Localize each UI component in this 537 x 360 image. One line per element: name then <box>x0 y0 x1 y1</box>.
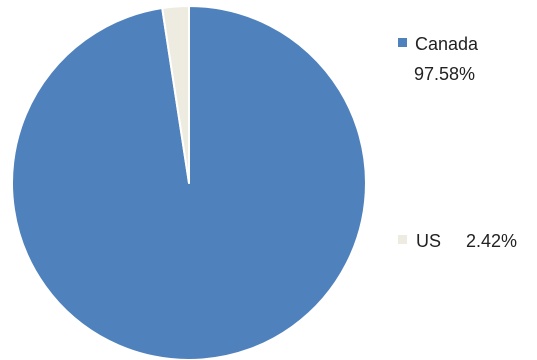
legend-entry-us: US 2.42% <box>398 231 517 251</box>
legend-label-canada: Canada <box>415 34 479 54</box>
legend-swatch-canada <box>398 38 407 47</box>
legend-label-us: US <box>416 231 441 251</box>
legend-swatch-us <box>398 235 407 244</box>
legend-value-us: 2.42% <box>466 231 517 251</box>
legend-entry-canada: Canada 97.58% <box>398 34 479 84</box>
pie-slice-us <box>161 4 190 184</box>
legend: Canada 97.58% US 2.42% <box>398 34 517 251</box>
pie-slices <box>11 4 367 360</box>
legend-value-canada: 97.58% <box>414 64 475 84</box>
